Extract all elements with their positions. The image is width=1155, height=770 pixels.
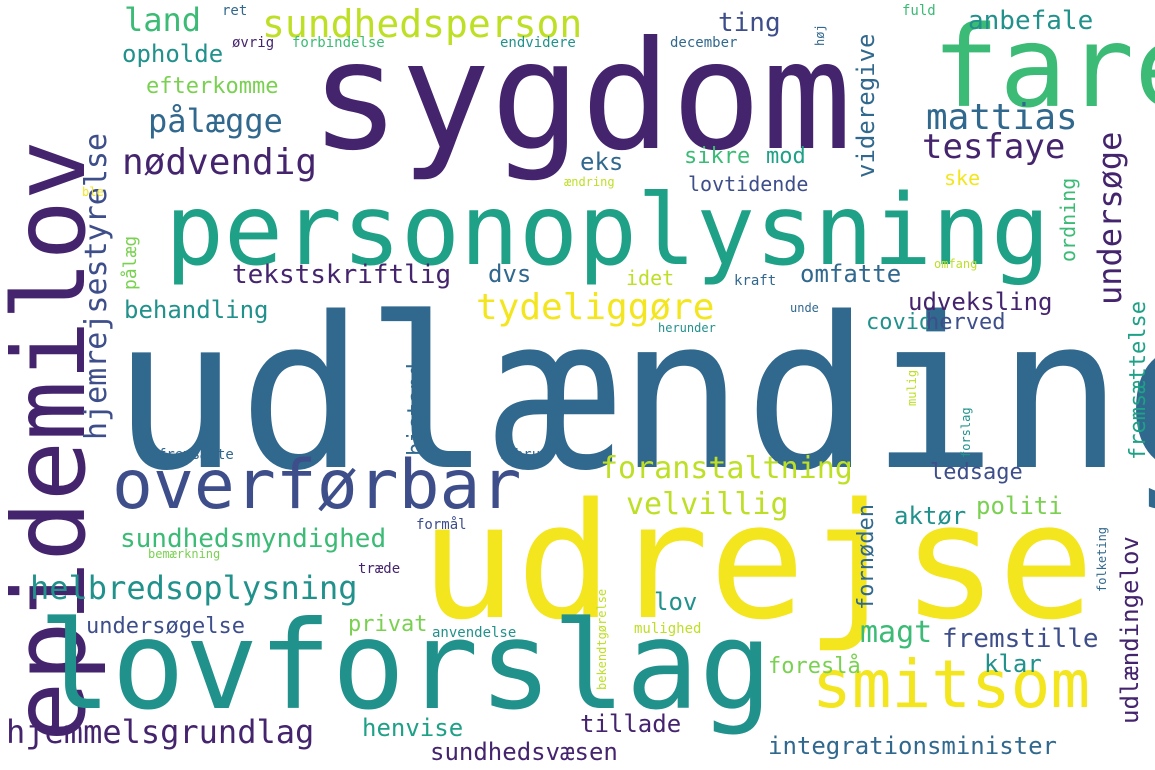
word-videregive: videregive	[852, 33, 880, 179]
word-tekstskriftlig: tekstskriftlig	[232, 260, 452, 290]
word-hjemrejsestyrelse: hjemrejsestyrelse	[79, 132, 114, 440]
word-idet: idet	[626, 266, 675, 290]
word-tesfaye: tesfaye	[922, 127, 1066, 167]
word-klar: klar	[984, 650, 1042, 678]
word-privat: privat	[348, 612, 428, 637]
word-magt: magt	[860, 615, 933, 650]
word-sygdom: sygdom	[310, 10, 852, 184]
word-tillade: tillade	[580, 710, 682, 738]
word-udveksling: udveksling	[908, 288, 1053, 316]
word-foranstaltning: foranstaltning	[600, 451, 853, 486]
word-personoplysning: personoplysning	[165, 174, 1051, 288]
word-velvillig: velvillig	[626, 487, 789, 522]
word-land: land	[124, 1, 202, 39]
word-sundhedsmyndighed: sundhedsmyndighed	[120, 524, 387, 554]
word-mod: mod	[766, 144, 806, 169]
word-tydeliggoere: tydeliggøre	[476, 287, 715, 328]
word-noedvendig: nødvendig	[122, 142, 318, 183]
word-folketing: folketing	[1095, 526, 1109, 592]
word-helbredsoplysning: helbredsoplysning	[30, 569, 358, 607]
word-aendring: ændring	[564, 175, 615, 189]
word-henvise: henvise	[362, 714, 464, 742]
word-december: december	[670, 35, 738, 51]
word-udlaendingelov: udlændingelov	[1116, 536, 1144, 724]
word-foreslaa: foreslå	[768, 654, 861, 679]
word-ble: ble	[82, 185, 104, 199]
word-bistand: bistand	[404, 363, 429, 456]
word-ret: ret	[222, 3, 248, 19]
word-sundhedsvaesen: sundhedsvæsen	[430, 738, 618, 766]
word-mattias: mattias	[926, 97, 1078, 138]
word-omfatte: omfatte	[800, 260, 902, 288]
word-smitsom: smitsom	[812, 646, 1091, 723]
word-lov: lov	[654, 588, 698, 616]
word-kraft: kraft	[734, 273, 777, 289]
word-sundhedsperson: sundhedsperson	[262, 2, 583, 46]
word-efterkomme: efterkomme	[146, 74, 279, 99]
word-fare: fare	[932, 3, 1155, 133]
word-udrejse: udrejse	[420, 468, 1095, 655]
word-eks: eks	[580, 148, 624, 176]
word-anvendelse: anvendelse	[432, 625, 517, 641]
word-bekendtgoerelse: bekendtgørelse	[595, 588, 609, 690]
word-lovforslag: lovforslag	[38, 595, 773, 737]
word-lovtidende: lovtidende	[688, 172, 809, 196]
word-herved: herved	[926, 310, 1006, 335]
word-mulighed: mulighed	[634, 621, 702, 637]
word-februar: februar	[498, 447, 558, 463]
word-oevrig: øvrig	[232, 35, 275, 51]
word-dvs: dvs	[488, 260, 532, 288]
word-ting: ting	[718, 8, 781, 38]
word-paalaeg: pålæg	[120, 235, 141, 290]
word-bemaerkning: bemærkning	[148, 547, 221, 561]
word-forbindelse: forbindelse	[292, 35, 385, 51]
word-udlaending: udlænding	[112, 272, 1155, 517]
word-hoej: høj	[813, 24, 827, 46]
word-traede: træde	[358, 561, 401, 577]
word-fornoeden: fornøden	[854, 504, 879, 610]
word-integrationsminister: integrationsminister	[768, 732, 1057, 760]
word-forslag: forslag	[959, 407, 973, 458]
word-endvidere: endvidere	[500, 35, 576, 51]
word-mulig: mulig	[905, 369, 919, 406]
word-hjemmelsgrundlag: hjemmelsgrundlag	[6, 713, 315, 751]
word-ledsage: ledsage	[930, 460, 1023, 485]
word-aktoer: aktør	[894, 502, 967, 530]
word-fremsaettelse: fremsættelse	[1126, 301, 1151, 460]
word-covid: covid	[866, 310, 933, 335]
word-sikre: sikre	[684, 144, 751, 169]
word-undersoegelse: undersøgelse	[86, 614, 245, 639]
word-overfoerbar: overførbar	[112, 446, 522, 525]
word-paalaegge: pålægge	[148, 102, 283, 140]
word-fuld: fuld	[902, 3, 936, 19]
word-behandling: behandling	[124, 296, 269, 324]
word-anbefale: anbefale	[968, 6, 1094, 36]
word-formaal: formål	[416, 517, 467, 533]
word-omfang: omfang	[934, 257, 978, 271]
word-opholde: opholde	[122, 40, 224, 68]
word-fremsaette: fremsætte	[158, 447, 234, 463]
word-politi: politi	[976, 492, 1063, 520]
word-herunder: herunder	[658, 321, 716, 335]
word-ordning: ordning	[1056, 177, 1080, 262]
word-ske: ske	[944, 166, 981, 190]
word-unde: unde	[790, 301, 819, 315]
word-fremstille: fremstille	[942, 624, 1099, 654]
word-undersoege: undersøge	[1091, 131, 1129, 305]
